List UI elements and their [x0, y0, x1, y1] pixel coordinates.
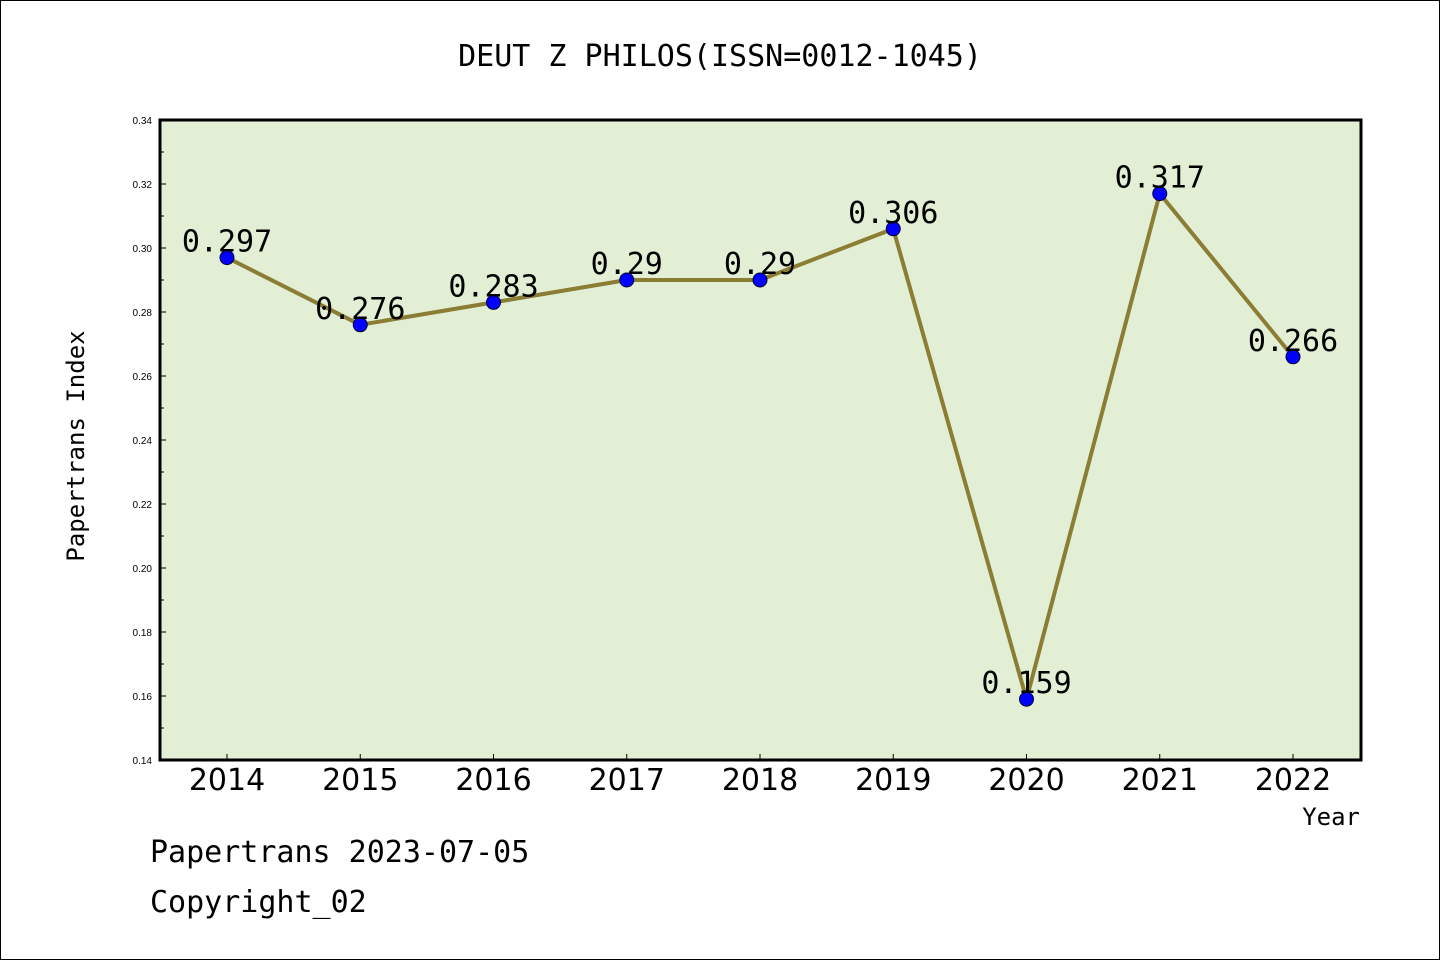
x-tick-label: 2016	[455, 763, 531, 798]
y-tick-label: 0.20	[133, 564, 153, 575]
data-point	[1152, 186, 1168, 202]
chart-title: DEUT Z PHILOS(ISSN=0012-1045)	[458, 39, 982, 74]
plot-area	[158, 118, 1363, 762]
y-tick-label: 0.18	[133, 628, 153, 639]
data-label: 0.317	[1115, 161, 1205, 196]
data-point	[352, 317, 368, 333]
y-tick-label: 0.34	[133, 116, 153, 127]
x-tick-label: 2015	[322, 763, 398, 798]
y-tick-label: 0.26	[133, 372, 153, 383]
data-label: 0.159	[981, 666, 1071, 701]
data-label: 0.283	[448, 269, 538, 304]
data-label: 0.266	[1248, 324, 1338, 359]
y-tick-label: 0.28	[133, 308, 153, 319]
data-point	[619, 272, 635, 288]
footer-date: Papertrans 2023-07-05	[150, 835, 530, 870]
x-tick-label: 2018	[722, 763, 798, 798]
data-point	[752, 272, 768, 288]
data-labels: 0.297 0.276 0.283 0.29 0.29 0.306 0.159 0.317 0.…	[182, 161, 1338, 702]
x-tick-label: 2022	[1255, 763, 1331, 798]
data-label: 0.306	[848, 196, 938, 231]
data-label: 0.276	[315, 292, 405, 327]
data-point	[486, 294, 501, 310]
x-tick-label: 2019	[855, 763, 931, 798]
data-point	[1285, 349, 1301, 365]
data-label: 0.29	[724, 247, 796, 282]
y-tick-label: 0.16	[133, 692, 153, 703]
x-tick-label: 2014	[189, 763, 265, 798]
y-tick-label: 0.32	[133, 180, 153, 191]
x-axis-label: Year	[1302, 803, 1360, 831]
data-label: 0.297	[182, 225, 272, 260]
x-tick-label: 2021	[1122, 763, 1198, 798]
data-point	[885, 221, 901, 237]
y-tick-label: 0.14	[133, 756, 153, 767]
y-tick-label: 0.30	[133, 244, 153, 255]
data-point	[1019, 691, 1034, 707]
y-axis: 0.14 0.16 0.18 0.20 0.22 0.24 0.26 0.28 0.30 0.32…	[133, 116, 166, 767]
x-tick-label: 2020	[988, 763, 1064, 798]
series-markers	[219, 186, 1301, 707]
footer-copyright: Copyright_02	[150, 885, 367, 920]
data-label: 0.29	[591, 247, 663, 282]
y-axis-label: Papertrans Index	[62, 330, 90, 561]
data-point	[219, 250, 235, 266]
x-axis: 2014 2015 2016 2017 2018 2019 2020 2021 2022	[189, 754, 1331, 798]
y-tick-label: 0.24	[133, 436, 153, 447]
y-tick-label: 0.22	[133, 500, 153, 511]
x-tick-label: 2017	[589, 763, 665, 798]
